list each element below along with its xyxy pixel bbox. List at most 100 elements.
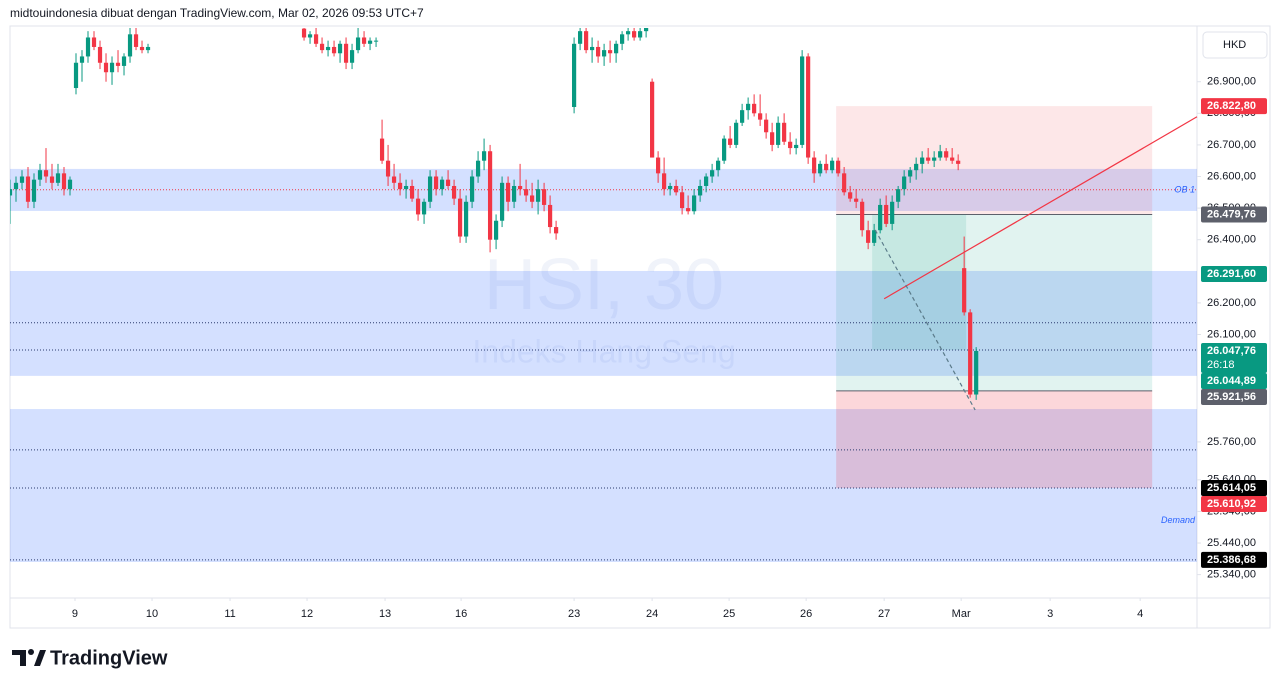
candle-body xyxy=(956,160,961,164)
candle-body xyxy=(115,62,121,66)
candle-body xyxy=(601,50,607,57)
logo-icon xyxy=(28,649,34,655)
zone xyxy=(10,409,1197,562)
inner-box xyxy=(872,214,967,350)
candle-body xyxy=(133,34,139,47)
position-box xyxy=(836,214,1153,391)
y-tick-label: 25.340,00 xyxy=(1207,569,1256,581)
candle-body xyxy=(752,103,757,114)
footer-logo: TradingView xyxy=(12,647,168,669)
candle-body xyxy=(920,157,925,164)
candle-body xyxy=(37,170,43,180)
candle-body xyxy=(848,192,853,199)
header-text: midtouindonesia dibuat dengan TradingVie… xyxy=(10,6,424,20)
candle-body xyxy=(529,195,535,202)
candle-body xyxy=(764,119,769,133)
candle-body xyxy=(103,62,109,73)
candle-body xyxy=(127,34,133,57)
zone xyxy=(10,270,1197,376)
candle-body xyxy=(884,204,889,224)
candle-body xyxy=(487,151,493,240)
candle-body xyxy=(650,81,655,158)
candle-body xyxy=(79,56,85,63)
candle-body xyxy=(577,31,583,44)
y-tick-label: 26.200,00 xyxy=(1207,297,1256,309)
logo-icon xyxy=(34,650,46,666)
candle-body xyxy=(866,230,871,243)
candle-body xyxy=(307,34,313,38)
currency-button[interactable] xyxy=(1202,31,1268,59)
candle-body xyxy=(686,208,691,212)
price-label-box xyxy=(1201,480,1267,497)
candle-body xyxy=(758,113,763,120)
candle-body xyxy=(319,43,325,51)
candle-body xyxy=(61,173,67,190)
candle-body xyxy=(698,185,703,196)
candle-body xyxy=(505,182,511,202)
candle-body xyxy=(872,230,877,243)
plot-area xyxy=(10,28,1197,562)
candle-body xyxy=(19,176,25,183)
currency-label[interactable]: HKD xyxy=(1223,39,1246,51)
x-tick-label: 16 xyxy=(455,608,467,620)
candle-body xyxy=(511,185,517,202)
candle-body xyxy=(830,160,835,171)
x-tick-label: 4 xyxy=(1137,608,1143,620)
candle-body xyxy=(734,122,739,145)
candle-body xyxy=(926,157,931,161)
candle-body xyxy=(626,31,631,35)
candle-body xyxy=(692,195,697,212)
candle-body xyxy=(716,160,721,171)
candle-body xyxy=(680,192,685,209)
candle-body xyxy=(373,40,379,42)
candle-body xyxy=(583,31,589,51)
candle-body xyxy=(109,62,115,73)
trend-line xyxy=(874,229,976,411)
x-tick-label: 13 xyxy=(379,608,391,620)
candle-body xyxy=(499,182,505,221)
candle-body xyxy=(854,198,859,202)
price-label-box xyxy=(1201,551,1267,568)
candle-body xyxy=(457,198,463,237)
x-tick-label: 9 xyxy=(72,608,78,620)
candle-body xyxy=(788,141,793,149)
zone xyxy=(10,168,1197,211)
x-tick-label: Mar xyxy=(952,608,971,620)
candle-body xyxy=(902,176,907,190)
candle-body xyxy=(553,227,559,234)
candle-body xyxy=(427,176,433,202)
x-tick-label: 12 xyxy=(301,608,313,620)
candle-body xyxy=(710,170,715,177)
candle-body xyxy=(523,189,529,196)
price-label: 26.044,89 xyxy=(1207,375,1256,387)
candle-body xyxy=(349,50,355,63)
candle-body xyxy=(409,185,415,199)
y-tick-label: 25.440,00 xyxy=(1207,537,1256,549)
candle-body xyxy=(433,176,439,190)
candle-body xyxy=(361,37,367,44)
price-label: 25.921,56 xyxy=(1207,391,1256,403)
y-tick-label: 26.100,00 xyxy=(1207,328,1256,340)
candle-body xyxy=(31,179,37,202)
candle-body xyxy=(656,157,661,174)
candle-body xyxy=(589,46,595,51)
candle-body xyxy=(638,31,643,38)
candle-body xyxy=(974,350,979,395)
candle-body xyxy=(313,34,319,44)
candle-body xyxy=(469,176,475,202)
candle-body xyxy=(842,173,847,193)
candle-body xyxy=(355,37,361,51)
y-tick-label: 26.900,00 xyxy=(1207,76,1256,88)
price-countdown: 26:18 xyxy=(1207,359,1235,371)
zone-label: OB 1 xyxy=(1174,184,1195,194)
x-tick-label: 23 xyxy=(568,608,580,620)
candle-body xyxy=(704,176,709,186)
candle-body xyxy=(385,160,391,177)
price-label: 25.610,92 xyxy=(1207,498,1256,510)
candle-body xyxy=(740,110,745,123)
candle-body xyxy=(97,46,103,63)
candle-body xyxy=(379,138,385,161)
candle-body xyxy=(439,179,445,190)
candle-body xyxy=(547,204,553,228)
